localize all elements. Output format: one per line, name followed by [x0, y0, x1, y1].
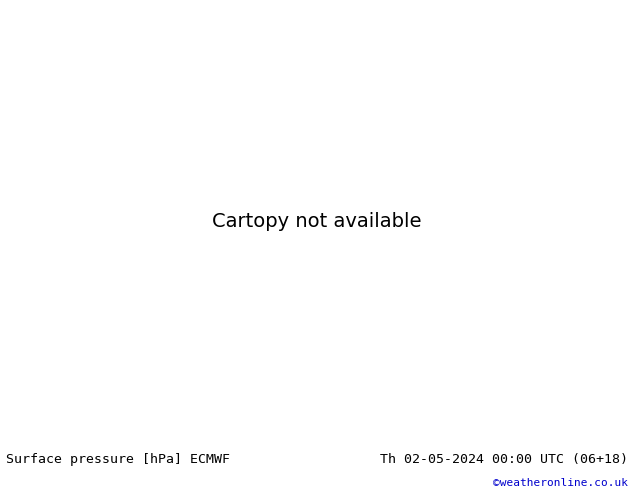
Text: Th 02-05-2024 00:00 UTC (06+18): Th 02-05-2024 00:00 UTC (06+18): [380, 453, 628, 466]
Text: Cartopy not available: Cartopy not available: [212, 212, 422, 231]
Text: ©weatheronline.co.uk: ©weatheronline.co.uk: [493, 478, 628, 488]
Text: Surface pressure [hPa] ECMWF: Surface pressure [hPa] ECMWF: [6, 453, 230, 466]
